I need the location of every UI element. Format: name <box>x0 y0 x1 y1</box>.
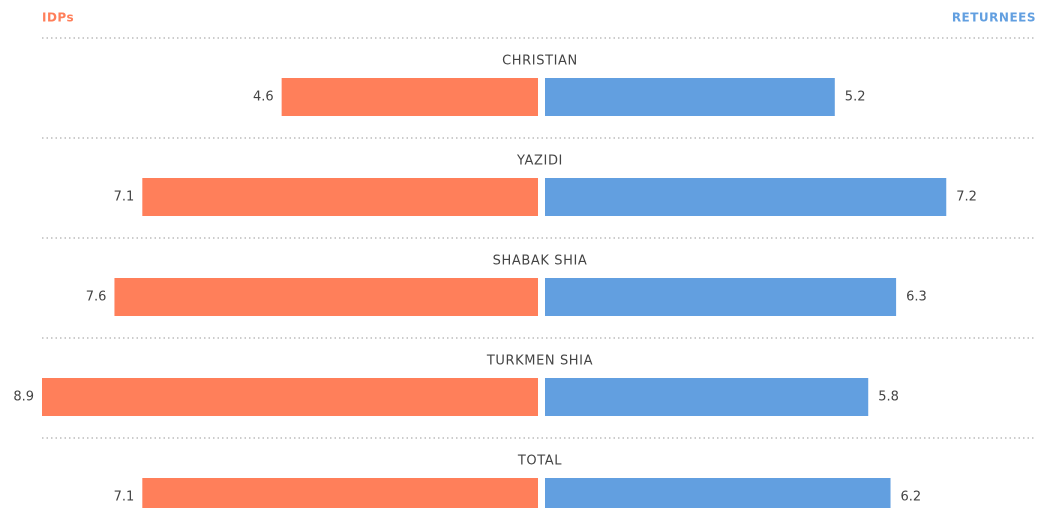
bar-right <box>545 78 835 116</box>
bar-left <box>142 178 538 216</box>
value-label: 7.6 <box>86 290 107 305</box>
bar-left <box>281 78 538 116</box>
legend-right: RETURNEES <box>952 11 1036 25</box>
bar-right <box>545 278 897 316</box>
value-label: 7.1 <box>114 490 135 505</box>
category-label: CHRISTIAN <box>502 54 578 69</box>
bar-right <box>545 378 869 416</box>
value-label: 5.8 <box>878 390 899 405</box>
bar-right <box>545 478 891 508</box>
value-label: 7.2 <box>956 190 977 205</box>
bar-left <box>114 278 539 316</box>
value-label: 8.9 <box>13 390 34 405</box>
legend-left: IDPs <box>42 11 74 25</box>
category-label: SHABAK SHIA <box>493 254 588 269</box>
category-label: TOTAL <box>517 454 562 469</box>
category-label: YAZIDI <box>516 154 563 169</box>
bar-left <box>142 478 538 508</box>
value-label: 6.3 <box>906 290 927 305</box>
bar-right <box>545 178 947 216</box>
value-label: 7.1 <box>114 190 135 205</box>
value-label: 5.2 <box>845 90 866 105</box>
category-label: TURKMEN SHIA <box>486 354 593 369</box>
value-label: 4.6 <box>253 90 274 105</box>
bar-left <box>42 378 538 416</box>
value-label: 6.2 <box>901 490 922 505</box>
